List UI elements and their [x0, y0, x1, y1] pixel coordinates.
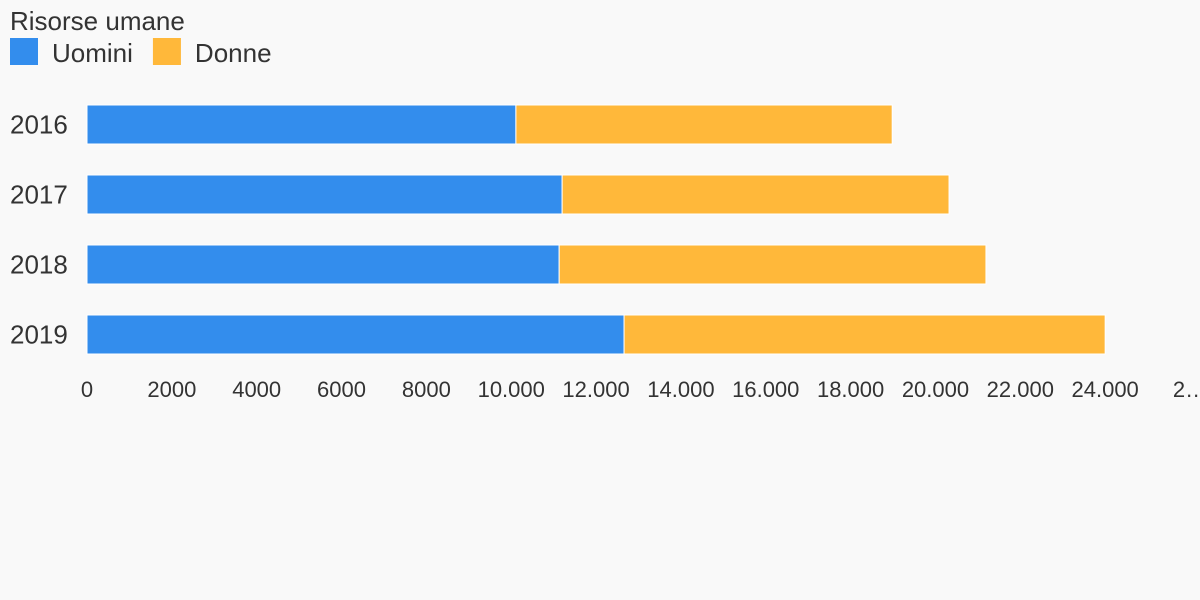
y-tick-label: 2018: [10, 249, 68, 279]
legend-label: Donne: [195, 38, 272, 68]
bar-segment: [558, 244, 987, 285]
x-tick-label: 20.000: [902, 377, 969, 402]
bar-segment: [86, 104, 517, 145]
x-tick-label: 22.000: [987, 377, 1054, 402]
y-tick-label: 2016: [10, 109, 68, 139]
x-tick-label: 6000: [317, 377, 366, 402]
x-tick-label: 4000: [232, 377, 281, 402]
bar-segment: [561, 174, 950, 215]
x-tick-label: 16.000: [732, 377, 799, 402]
x-tick-label: 18.000: [817, 377, 884, 402]
x-tick-label: 2…: [1173, 377, 1200, 402]
bar-segment: [86, 174, 563, 215]
bar-segment: [515, 104, 893, 145]
bar-segment: [623, 314, 1106, 355]
legend-swatch: [10, 38, 38, 65]
y-tick-label: 2019: [10, 319, 68, 349]
bar-segment: [86, 314, 625, 355]
x-tick-label: 2000: [147, 377, 196, 402]
x-tick-label: 24.000: [1072, 377, 1139, 402]
x-tick-label: 14.000: [647, 377, 714, 402]
chart-title: Risorse umane: [10, 6, 185, 36]
legend-swatch: [152, 38, 181, 65]
x-tick-label: 12.000: [562, 377, 629, 402]
x-tick-label: 0: [81, 377, 93, 402]
bar-segment: [86, 244, 560, 285]
x-tick-label: 8000: [402, 377, 451, 402]
x-tick-label: 10.000: [478, 377, 545, 402]
legend-label: Uomini: [52, 38, 133, 68]
y-tick-label: 2017: [10, 179, 68, 209]
